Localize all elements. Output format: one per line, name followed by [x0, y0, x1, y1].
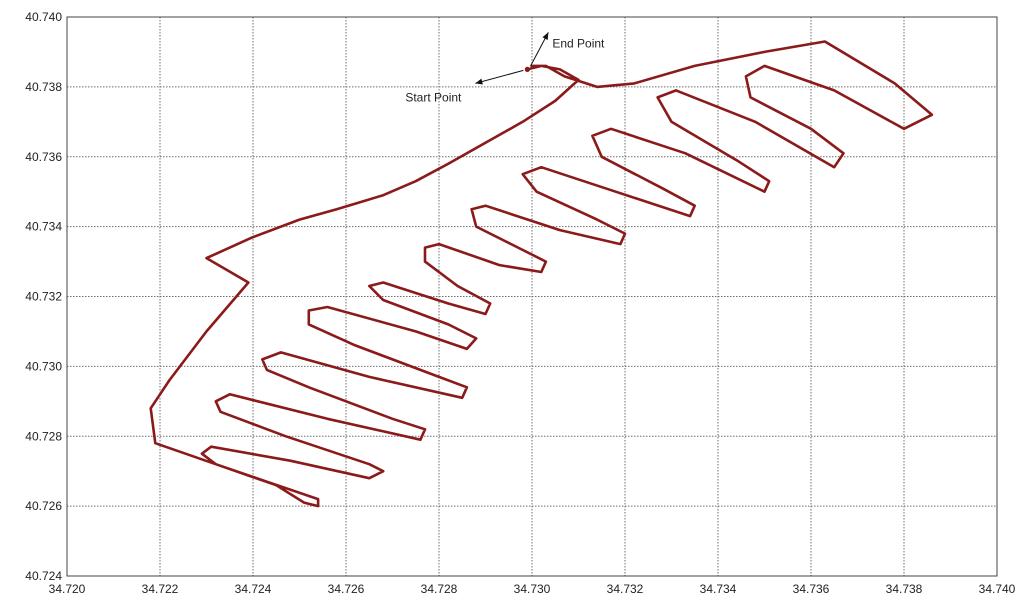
end-point-arrow-head	[542, 32, 549, 40]
x-tick-label: 34.736	[793, 582, 830, 596]
y-tick-label: 40.732	[25, 290, 62, 304]
start-point-label: Start Point	[405, 90, 462, 104]
gps-track-line	[149, 40, 934, 508]
y-tick-label: 40.740	[25, 10, 62, 24]
x-tick-label: 34.734	[700, 582, 737, 596]
y-axis-ticks: 40.724 40.726 40.728 40.730 40.732 40.734 40.7…	[25, 10, 62, 583]
y-tick-label: 40.734	[25, 220, 62, 234]
annotations: End Point Start Point	[405, 32, 605, 104]
x-axis-ticks: 34.720 34.722 34.724 34.726 34.728 34.730 34.7…	[49, 582, 1016, 596]
x-tick-label: 34.728	[421, 582, 458, 596]
x-tick-label: 34.732	[607, 582, 644, 596]
x-tick-label: 34.738	[886, 582, 923, 596]
x-tick-label: 34.730	[514, 582, 551, 596]
plot-frame	[66, 16, 998, 577]
y-tick-label: 40.730	[25, 359, 62, 373]
start-point-arrow	[475, 69, 524, 84]
x-tick-label: 34.740	[979, 582, 1016, 596]
start-point-arrow-head	[475, 78, 483, 85]
end-point-label: End Point	[552, 36, 605, 50]
y-tick-label: 40.738	[25, 80, 62, 94]
x-tick-label: 34.720	[49, 582, 86, 596]
start-point-marker	[524, 66, 530, 73]
x-tick-label: 34.726	[328, 582, 365, 596]
y-tick-label: 40.728	[25, 429, 62, 443]
y-tick-label: 40.726	[25, 499, 62, 513]
y-tick-label: 40.736	[25, 150, 62, 164]
y-tick-label: 40.724	[25, 569, 62, 583]
x-tick-label: 34.724	[235, 582, 272, 596]
x-tick-label: 34.722	[142, 582, 179, 596]
